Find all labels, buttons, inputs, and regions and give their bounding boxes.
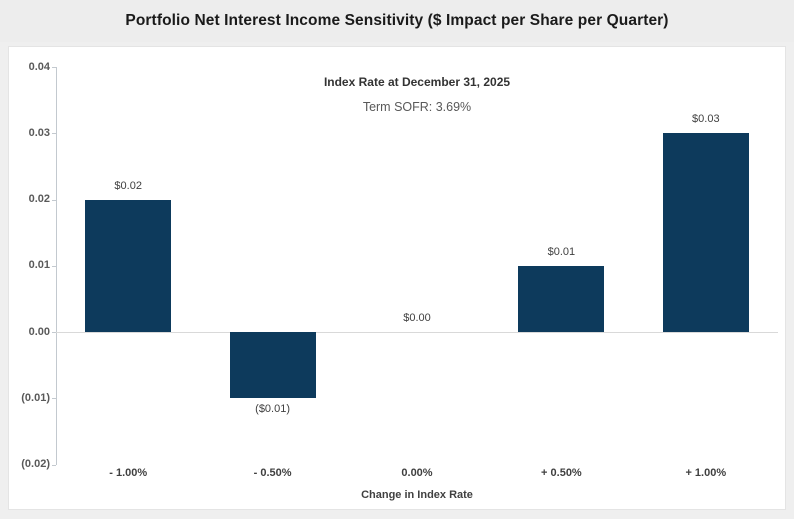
bar-value-label: ($0.01) bbox=[255, 403, 291, 416]
y-axis-tick-label: 0.03 bbox=[28, 126, 50, 139]
x-axis-title: Change in Index Rate bbox=[361, 489, 473, 501]
y-axis-tick bbox=[52, 332, 56, 333]
bar-value-label: $0.00 bbox=[403, 312, 431, 324]
y-axis-line bbox=[56, 67, 57, 465]
bar-+1.00% bbox=[662, 133, 749, 332]
y-axis-tick bbox=[52, 199, 56, 201]
annotation-index-rate-date: Index Rate at December 31, 2025 bbox=[323, 75, 511, 89]
y-axis-tick bbox=[52, 265, 56, 267]
x-axis-category-label: + 0.50% bbox=[541, 467, 582, 479]
annotation-term-sofr: Term SOFR: 3.69% bbox=[362, 100, 472, 114]
zero-gridline bbox=[56, 332, 778, 333]
chart-title: Portfolio Net Interest Income Sensitivit… bbox=[125, 12, 669, 29]
bar-+0.50% bbox=[518, 265, 605, 332]
chart-card: Index Rate at December 31, 2025 Term SOF… bbox=[8, 46, 786, 510]
bar--1.00% bbox=[85, 199, 172, 332]
y-axis-tick bbox=[52, 464, 56, 466]
y-axis-tick bbox=[52, 67, 56, 68]
chart-annotation: Index Rate at December 31, 2025 Term SOF… bbox=[56, 75, 778, 114]
chart-title-band: Portfolio Net Interest Income Sensitivit… bbox=[0, 0, 794, 42]
x-axis-category-label: + 1.00% bbox=[685, 467, 727, 479]
y-axis-tick-label: 0.01 bbox=[28, 259, 50, 272]
y-axis-tick-label: 0.02 bbox=[28, 193, 50, 205]
y-axis-tick bbox=[52, 133, 56, 135]
y-axis-tick-label: 0.04 bbox=[28, 60, 50, 73]
x-axis-category-label: 0.00% bbox=[401, 467, 433, 479]
bar-value-label: $0.02 bbox=[114, 179, 142, 192]
x-axis-category-label: - 1.00% bbox=[109, 467, 148, 479]
bar-value-label: $0.03 bbox=[692, 113, 720, 126]
y-axis-tick-label: 0.00 bbox=[28, 325, 50, 338]
bar--0.50% bbox=[229, 332, 316, 399]
y-axis-tick bbox=[52, 398, 56, 400]
bar-value-label: $0.01 bbox=[547, 245, 576, 258]
y-axis-tick-label: (0.01) bbox=[21, 391, 50, 404]
x-axis-category-label: - 0.50% bbox=[253, 467, 292, 479]
y-axis-tick-label: (0.02) bbox=[21, 458, 50, 470]
